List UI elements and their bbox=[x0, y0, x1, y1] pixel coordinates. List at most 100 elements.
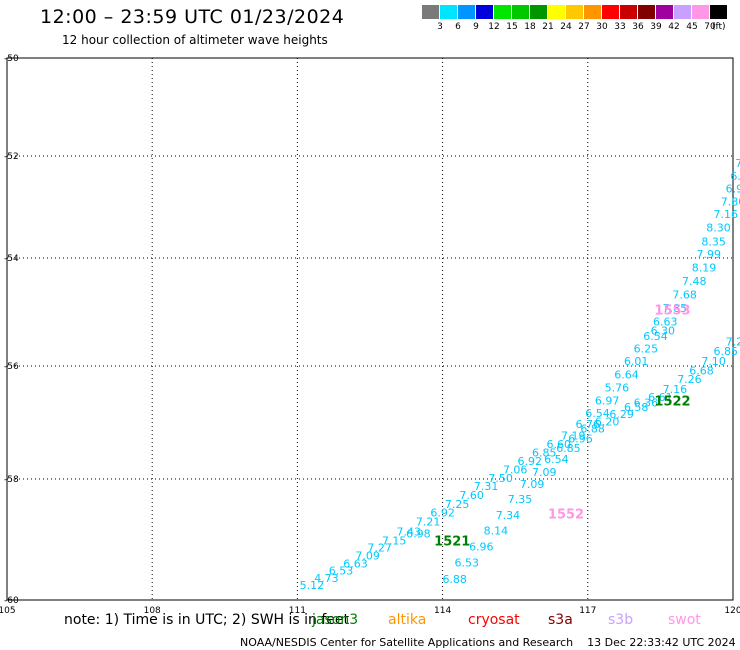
legend-label: 27 bbox=[578, 22, 590, 32]
legend-swatch bbox=[494, 5, 512, 19]
wave-height-value: 7.48 bbox=[682, 275, 707, 288]
legend-label: 33 bbox=[614, 22, 626, 32]
wave-height-value: 7.35 bbox=[735, 157, 740, 170]
wave-height-value: 6.96 bbox=[568, 432, 593, 445]
wave-height-value: 8.30 bbox=[706, 221, 731, 234]
wave-height-value: 7.99 bbox=[697, 248, 722, 261]
wave-height-value: 8.14 bbox=[484, 525, 509, 538]
wave-height-value: 6.64 bbox=[614, 368, 639, 381]
wave-height-value: 6.85 bbox=[556, 442, 581, 455]
wave-height-value: 6.61 bbox=[648, 391, 673, 404]
wave-height-value: 6.96 bbox=[469, 540, 494, 553]
wave-height-value: 6.63 bbox=[653, 316, 678, 329]
wave-height-value: 6.92 bbox=[517, 455, 542, 468]
wave-height-value: 7.60 bbox=[459, 489, 484, 502]
lon-tick-label: 111 bbox=[289, 606, 306, 616]
satellite-label-s3b: s3b bbox=[608, 612, 634, 628]
wave-height-value: 8.35 bbox=[701, 235, 726, 248]
color-scale-legend bbox=[422, 5, 728, 19]
pass-number-label: 1552 bbox=[548, 507, 584, 522]
legend-swatch bbox=[440, 5, 458, 19]
wave-height-value: 7.09 bbox=[520, 478, 545, 491]
legend-label: 21 bbox=[542, 22, 554, 32]
wave-height-value: 7.06 bbox=[503, 463, 528, 476]
wave-height-value: 8.19 bbox=[692, 262, 717, 275]
lat-tick-label: -60 bbox=[4, 596, 19, 606]
wave-height-value: 7.16 bbox=[713, 208, 738, 221]
credit-text: NOAA/NESDIS Center for Satellite Applica… bbox=[240, 636, 574, 649]
wave-height-value: 7.85 bbox=[663, 302, 688, 315]
legend-swatch bbox=[422, 5, 440, 19]
satellite-label-altika: altika bbox=[388, 612, 427, 628]
wave-height-value: 6.88 bbox=[442, 573, 467, 586]
map-subtitle: 12 hour collection of altimeter wave hei… bbox=[62, 33, 328, 47]
legend-label: 6 bbox=[455, 22, 461, 32]
legend-label: 39 bbox=[650, 22, 662, 32]
satellite-label-s3a: s3a bbox=[548, 612, 573, 628]
legend-label: 3 bbox=[437, 22, 443, 32]
wave-height-value: 7.19 bbox=[561, 429, 586, 442]
wave-height-value: 7.35 bbox=[508, 493, 533, 506]
lat-tick-label: -58 bbox=[4, 475, 19, 485]
wave-height-value: 6.30 bbox=[651, 325, 676, 338]
legend-swatch bbox=[476, 5, 494, 19]
wave-height-value: 7.09 bbox=[355, 549, 380, 562]
wave-height-value: 7.16 bbox=[663, 383, 688, 396]
wave-height-value: 6.97 bbox=[595, 394, 620, 407]
lat-tick-label: -50 bbox=[4, 54, 19, 64]
lon-tick-label: 108 bbox=[144, 606, 161, 616]
legend-swatch bbox=[620, 5, 638, 19]
wave-height-value: 6.36 bbox=[634, 397, 659, 410]
legend-swatch bbox=[656, 5, 674, 19]
map-title: 12:00 – 23:59 UTC 01/23/2024 bbox=[40, 6, 345, 28]
wave-height-value: 7.26 bbox=[677, 373, 702, 386]
wave-height-value: 7.21 bbox=[416, 516, 441, 529]
wave-height-value: 7.50 bbox=[488, 472, 513, 485]
wave-height-value: 6.88 bbox=[580, 423, 605, 436]
legend-swatch bbox=[530, 5, 548, 19]
legend-label: 45 bbox=[686, 22, 698, 32]
wave-height-value: 6.25 bbox=[634, 343, 659, 356]
legend-label: 70 bbox=[704, 22, 716, 32]
legend-swatch bbox=[566, 5, 584, 19]
legend-label: 42 bbox=[668, 22, 680, 32]
lon-tick-label: 117 bbox=[579, 606, 596, 616]
legend-swatch bbox=[638, 5, 656, 19]
wave-height-value: 6.95 bbox=[726, 183, 740, 196]
legend-label: 15 bbox=[506, 22, 518, 32]
wave-height-value: 6.68 bbox=[689, 364, 714, 377]
wave-height-value: 5.12 bbox=[300, 579, 325, 592]
wave-height-value: 6.92 bbox=[430, 507, 455, 520]
wave-height-value: 6.29 bbox=[609, 408, 634, 421]
legend-label: 36 bbox=[632, 22, 644, 32]
legend-swatch bbox=[512, 5, 530, 19]
wave-height-value: 5.76 bbox=[605, 381, 630, 394]
wave-height-value: 6.20 bbox=[595, 415, 620, 428]
lon-tick-label: 114 bbox=[434, 606, 451, 616]
legend-swatch bbox=[602, 5, 620, 19]
satellite-label-cryosat: cryosat bbox=[468, 612, 520, 628]
lat-tick-label: -52 bbox=[4, 152, 19, 162]
wave-height-value: 7.09 bbox=[532, 466, 557, 479]
wave-height-value: 7.34 bbox=[496, 509, 521, 522]
legend-swatch bbox=[692, 5, 710, 19]
wave-height-value: 6.54 bbox=[585, 407, 610, 420]
lon-tick-label: 105 bbox=[0, 606, 16, 616]
map-frame bbox=[6, 57, 734, 601]
wave-height-value: 7.68 bbox=[672, 289, 697, 302]
wave-height-value: 6.54 bbox=[643, 330, 668, 343]
footer-credit: NOAA/NESDIS Center for Satellite Applica… bbox=[240, 636, 736, 649]
wave-height-value: 7.26 bbox=[726, 335, 740, 348]
wave-height-value: 6.85 bbox=[532, 446, 557, 459]
wave-height-value: 6.01 bbox=[624, 355, 649, 368]
wave-height-value: 7.27 bbox=[367, 542, 392, 555]
legend-label: 9 bbox=[473, 22, 479, 32]
legend-label: 18 bbox=[524, 22, 536, 32]
wave-height-value: 7.25 bbox=[445, 498, 470, 511]
wave-height-value: 6.53 bbox=[455, 557, 480, 570]
legend-unit: (ft) bbox=[712, 22, 726, 32]
footer-note: note: 1) Time is in UTC; 2) SWH is in fe… bbox=[64, 612, 350, 628]
wave-height-value: 7.10 bbox=[701, 355, 726, 368]
pass-number-label: 1553 bbox=[654, 304, 690, 319]
